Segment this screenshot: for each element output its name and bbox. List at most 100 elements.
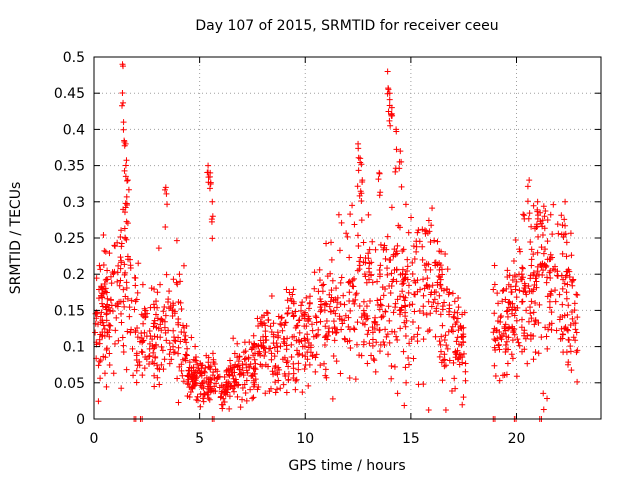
- data-point: [117, 298, 124, 305]
- data-point: [352, 376, 359, 383]
- data-point: [460, 394, 467, 401]
- data-point: [157, 321, 164, 328]
- data-point: [146, 328, 153, 335]
- data-point: [415, 324, 422, 331]
- data-point: [301, 335, 308, 342]
- data-point: [534, 215, 541, 222]
- data-point: [414, 277, 421, 284]
- data-point: [494, 335, 501, 342]
- data-point: [451, 309, 458, 316]
- data-point: [462, 377, 469, 384]
- data-point: [460, 338, 467, 345]
- data-point: [296, 350, 303, 357]
- data-point: [330, 318, 337, 325]
- data-point: [430, 299, 437, 306]
- data-point: [444, 345, 451, 352]
- data-point: [571, 300, 578, 307]
- data-point: [358, 314, 365, 321]
- data-point: [490, 329, 497, 336]
- x-tick-label: 0: [90, 431, 99, 447]
- data-point: [521, 212, 528, 219]
- data-point: [209, 198, 216, 205]
- data-point: [275, 364, 282, 371]
- data-point: [117, 277, 124, 284]
- data-point: [436, 266, 443, 273]
- data-point: [182, 332, 189, 339]
- data-point: [380, 313, 387, 320]
- data-point: [312, 368, 319, 375]
- data-point: [122, 293, 129, 300]
- data-point: [436, 248, 443, 255]
- data-point: [446, 305, 453, 312]
- data-point: [360, 298, 367, 305]
- data-point: [112, 327, 119, 334]
- data-point: [96, 336, 103, 343]
- data-point: [409, 259, 416, 266]
- data-point: [102, 354, 109, 361]
- data-point: [161, 303, 168, 310]
- data-point: [213, 380, 220, 387]
- data-point: [459, 311, 466, 318]
- data-point: [502, 327, 509, 334]
- data-point: [114, 303, 121, 310]
- data-point: [399, 281, 406, 288]
- data-point: [183, 352, 190, 359]
- data-point: [231, 369, 238, 376]
- data-point: [268, 292, 275, 299]
- data-point: [239, 385, 246, 392]
- data-point: [192, 343, 199, 350]
- data-point: [518, 324, 525, 331]
- data-point: [328, 287, 335, 294]
- data-point: [449, 290, 456, 297]
- data-point: [456, 361, 463, 368]
- data-point: [127, 264, 134, 271]
- data-point: [98, 284, 105, 291]
- data-point: [438, 348, 445, 355]
- data-point: [119, 334, 126, 341]
- data-point: [550, 201, 557, 208]
- data-point: [392, 304, 399, 311]
- data-point: [376, 170, 383, 177]
- data-point: [176, 271, 183, 278]
- data-point: [500, 330, 507, 337]
- data-point: [495, 341, 502, 348]
- data-point: [203, 352, 210, 359]
- data-point: [123, 218, 130, 225]
- y-tick-label: 0: [76, 412, 85, 428]
- data-point: [329, 328, 336, 335]
- data-point: [561, 312, 568, 319]
- data-point: [185, 372, 192, 379]
- data-point: [439, 377, 446, 384]
- data-point: [143, 356, 150, 363]
- data-point: [354, 232, 361, 239]
- data-point: [161, 318, 168, 325]
- data-point: [406, 340, 413, 347]
- data-point: [411, 308, 418, 315]
- data-point: [358, 352, 365, 359]
- data-point: [387, 122, 394, 129]
- data-point: [409, 319, 416, 326]
- data-point: [558, 325, 565, 332]
- data-point: [353, 290, 360, 297]
- data-point: [120, 286, 127, 293]
- data-point: [569, 277, 576, 284]
- data-point: [175, 344, 182, 351]
- data-point: [179, 372, 186, 379]
- data-point: [114, 239, 121, 246]
- data-point: [419, 243, 426, 250]
- data-point: [319, 288, 326, 295]
- data-point: [532, 349, 539, 356]
- data-point: [200, 385, 207, 392]
- data-point: [299, 299, 306, 306]
- data-point: [155, 245, 162, 252]
- data-point: [524, 332, 531, 339]
- data-point: [424, 275, 431, 282]
- data-point: [322, 333, 329, 340]
- data-point: [204, 383, 211, 390]
- data-point: [540, 406, 547, 413]
- data-point: [250, 332, 257, 339]
- data-point: [504, 267, 511, 274]
- data-point: [301, 323, 308, 330]
- data-point: [450, 359, 457, 366]
- data-point: [154, 374, 161, 381]
